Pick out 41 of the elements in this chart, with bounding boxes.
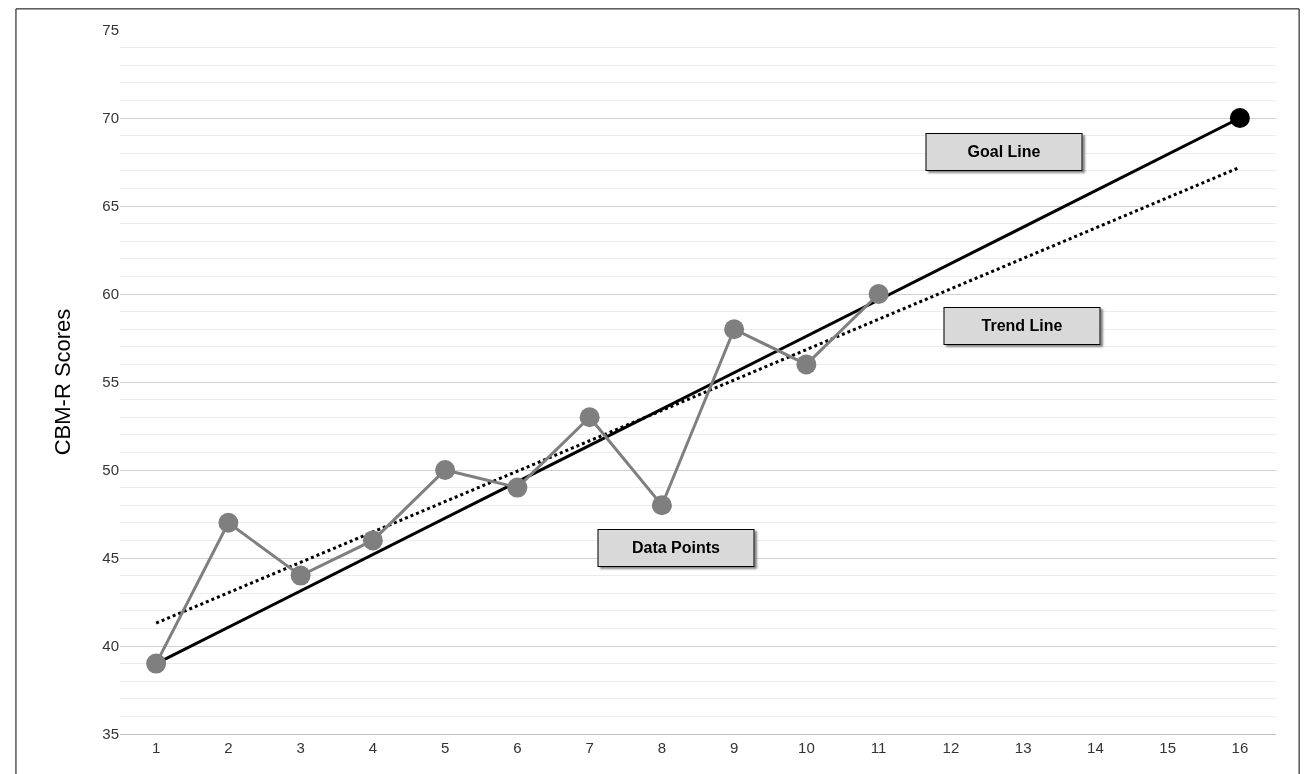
callout-box: Goal Line — [925, 133, 1083, 171]
x-tick-label: 2 — [224, 739, 233, 756]
x-tick-label: 9 — [729, 739, 739, 756]
x-tick-label: 6 — [513, 739, 522, 756]
point — [507, 477, 528, 498]
x-tick-label: 11 — [870, 739, 887, 756]
y-tick-label: 75 — [102, 21, 119, 39]
callout-box: Data Points — [597, 529, 755, 567]
point — [362, 530, 383, 551]
point — [868, 284, 889, 304]
x-tick-label: 15 — [1159, 739, 1176, 756]
x-tick-label: 13 — [1014, 739, 1032, 756]
x-tick-label: 12 — [942, 739, 960, 756]
point — [796, 354, 817, 375]
x-tick-label: 7 — [585, 739, 594, 756]
y-tick-label: 35 — [102, 725, 119, 743]
x-tick-label: 8 — [657, 739, 667, 756]
y-tick-label: 50 — [102, 461, 119, 479]
x-tick-label: 16 — [1231, 739, 1249, 756]
point — [651, 495, 672, 516]
x-tick-label: 14 — [1087, 739, 1104, 756]
x-tick-label: 5 — [440, 739, 450, 756]
point — [1229, 108, 1250, 128]
x-tick-label: 1 — [151, 739, 161, 756]
point — [218, 512, 239, 533]
y-tick-label: 45 — [102, 549, 119, 567]
x-tick-label: 10 — [798, 739, 815, 756]
x-tick-label: 3 — [296, 739, 305, 756]
point — [724, 319, 745, 340]
y-axis-title: CBM-R Scores — [50, 308, 76, 456]
x-tick-label: 4 — [368, 739, 378, 756]
point — [290, 565, 311, 586]
y-tick-label: 65 — [102, 197, 119, 215]
point — [435, 460, 456, 480]
point — [579, 407, 600, 428]
point — [146, 653, 167, 674]
y-tick-label: 70 — [102, 109, 119, 127]
y-tick-label: 55 — [102, 373, 119, 391]
y-tick-label: 60 — [102, 285, 119, 303]
callout-box: Trend Line — [943, 307, 1101, 345]
y-tick-label: 40 — [102, 637, 119, 655]
